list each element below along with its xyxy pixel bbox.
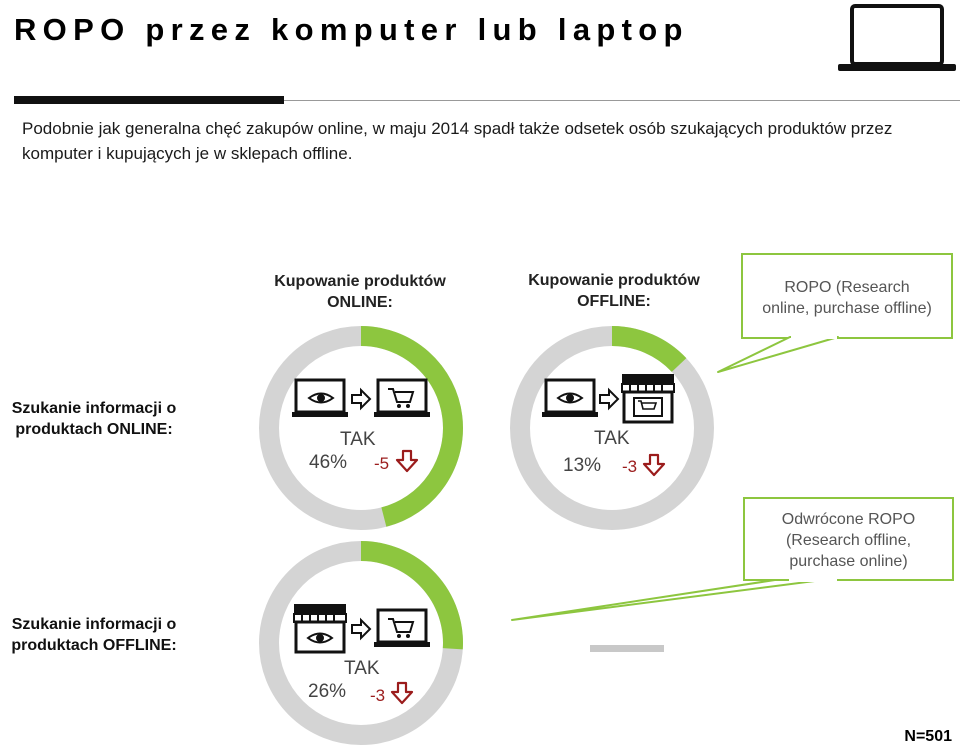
row-header-online-line2: produktach ONLINE: xyxy=(15,421,173,438)
laptop-icon xyxy=(838,4,956,71)
column-header-online-line1: Kupowanie produktów xyxy=(274,273,446,290)
donut-online-offline xyxy=(510,326,714,530)
donut1-change-label: -5 xyxy=(374,454,390,473)
column-header-offline-line2: OFFLINE: xyxy=(577,293,651,310)
shop-icon xyxy=(621,374,675,424)
donut2-value-label: 13% xyxy=(563,455,602,476)
donut3-change-label: -3 xyxy=(370,686,386,705)
donut2-change-label: -3 xyxy=(622,457,638,476)
arrow-down-icon xyxy=(642,453,666,477)
cart-icon xyxy=(388,618,415,638)
donut1-tak-label: TAK xyxy=(340,429,376,450)
ropo-callout-line2: online, purchase offline) xyxy=(762,300,932,317)
donut1-value-label: 46% xyxy=(309,452,348,473)
arrow-right-icon xyxy=(351,617,372,641)
donut3-tak-label: TAK xyxy=(344,658,380,679)
row-header-online: Szukanie informacji o produktach ONLINE: xyxy=(0,398,188,440)
eye-icon xyxy=(307,392,335,404)
shop-icon xyxy=(293,604,347,654)
sample-size-label: N=501 xyxy=(904,728,952,745)
ropo-callout-line1: ROPO (Research xyxy=(784,279,910,296)
donut3-value-label: 26% xyxy=(308,681,347,702)
reverse-ropo-callout-line1: Odwrócone ROPO xyxy=(781,511,916,528)
donut2-tak-label: TAK xyxy=(594,428,630,449)
row-header-offline-line2: produktach OFFLINE: xyxy=(11,637,177,654)
cart-icon xyxy=(388,388,415,408)
eye-icon xyxy=(556,392,584,404)
empty-cell-bar xyxy=(590,645,664,652)
column-header-online-line2: ONLINE: xyxy=(327,294,393,311)
ropo-callout-shape xyxy=(717,253,953,373)
donut-segment xyxy=(360,541,463,650)
laptop-icon xyxy=(374,608,430,647)
subtitle-text: Podobnie jak generalna chęć zakupów onli… xyxy=(22,119,893,163)
ropo-callout: ROPO (Research online, purchase offline) xyxy=(742,277,952,319)
donut-online-online xyxy=(259,326,463,530)
arrow-right-icon xyxy=(599,387,620,411)
column-header-offline: Kupowanie produktów OFFLINE: xyxy=(504,270,724,312)
donut-offline-online xyxy=(259,541,463,745)
arrow-down-icon xyxy=(390,681,414,705)
reverse-ropo-callout: Odwrócone ROPO (Research offline, purcha… xyxy=(744,509,953,572)
arrow-right-icon xyxy=(351,387,372,411)
title-divider xyxy=(14,96,284,104)
page-title: ROPO przez komputer lub laptop xyxy=(14,12,689,47)
donut-segment xyxy=(360,326,463,527)
laptop-icon xyxy=(374,378,430,417)
row-header-online-line1: Szukanie informacji o xyxy=(11,400,177,417)
donut3-icons xyxy=(293,604,430,654)
column-header-online: Kupowanie produktów ONLINE: xyxy=(250,271,470,313)
reverse-ropo-callout-line2: (Research offline, xyxy=(785,532,912,549)
title-thin-divider xyxy=(14,100,960,101)
donut-segment xyxy=(611,326,687,373)
arrow-down-icon xyxy=(395,449,419,473)
column-header-offline-line1: Kupowanie produktów xyxy=(528,272,700,289)
reverse-ropo-callout-shape xyxy=(511,497,954,621)
row-header-offline: Szukanie informacji o produktach OFFLINE… xyxy=(0,614,188,656)
donut2-icons xyxy=(542,374,675,424)
donut1-icons xyxy=(292,378,430,417)
reverse-ropo-callout-line3: purchase online) xyxy=(789,553,908,570)
row-header-offline-line1: Szukanie informacji o xyxy=(11,616,177,633)
